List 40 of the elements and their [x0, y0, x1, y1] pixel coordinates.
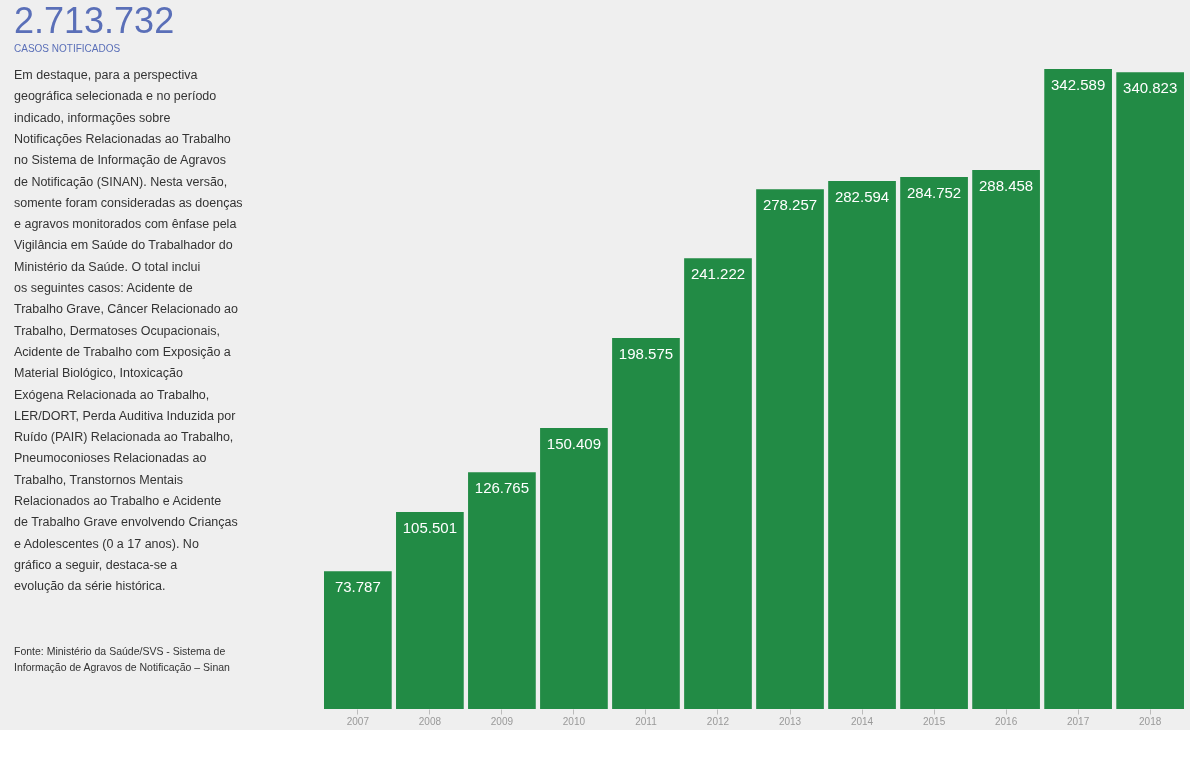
bar	[900, 177, 968, 709]
chart-title: 2.713.732	[14, 0, 175, 41]
bar	[684, 258, 752, 709]
bar	[612, 338, 680, 709]
x-tick-label: 2009	[490, 715, 514, 727]
bar	[1044, 69, 1112, 709]
bar	[1116, 72, 1184, 709]
bar	[468, 472, 536, 709]
data-label: 73.787	[334, 578, 381, 596]
x-tick-label: 2018	[1139, 715, 1162, 727]
x-tick-label: 2016	[994, 715, 1018, 727]
data-label: 278.257	[762, 196, 818, 214]
x-tick-label: 2015	[922, 715, 946, 727]
x-tick-label: 2013	[778, 715, 802, 727]
source-note: Fonte: Ministério da Saúde/SVS - Sistema de Informação de Agravos de Notificação – Sinan	[14, 645, 231, 673]
data-label: 284.752	[906, 184, 962, 202]
bar	[828, 181, 896, 709]
bar	[324, 571, 392, 709]
x-tick-label: 2012	[706, 715, 730, 727]
bar	[396, 511, 464, 709]
data-label: 126.765	[474, 479, 530, 497]
bar	[972, 170, 1040, 709]
x-tick-label: 2007	[346, 715, 370, 727]
data-label: 282.594	[834, 188, 890, 206]
data-label: 340.823	[1123, 79, 1178, 97]
data-label: 198.575	[618, 345, 674, 363]
x-tick-label: 2011	[635, 715, 658, 727]
x-tick-label: 2010	[562, 715, 586, 727]
text: Em destaque, para a perspectiva geográfica selecionada e no período indicado, informações sobre Notificações Relacionadas ao Trabalho no Sistema de Informação de Agravos de Notificação (SINAN). Nesta versão, somente foram consideradas as doenças e agravos monitorados com ênfase pela Vigilância em Saúde do Trabalhador do Ministério da Saúde. O total inclui os seguintes casos: Acidente de Trabalho Grave, Câncer Relacionado ao Trabalho, Dermatoses Ocupacionais, Acidente de Trabalho com Exposição a Material Biológico, Intoxicação Exógena Relacionada ao Trabalho, LER/DORT, Perda Auditiva Induzida por Ruído (PAIR) Relacionada ao Trabalho, Pneumoconioses Relacionadas ao Trabalho, Transtornos Mentais Relacionados ao Trabalho e Acidente de Trabalho Grave envolvendo Crianças e Adolescentes (0 a 17 anos). No gráfico a seguir, destaca-se a evolução da série histórica.	[14, 68, 243, 594]
x-tick-label: 2014	[850, 715, 874, 727]
bar	[540, 428, 608, 709]
bar	[756, 189, 824, 709]
data-label: 342.589	[1051, 76, 1106, 93]
x-tick-label: 2017	[1067, 715, 1090, 727]
x-tick-label: 2008	[418, 715, 442, 727]
data-label: 105.501	[402, 518, 457, 536]
data-label: 241.222	[690, 265, 746, 283]
data-label: 288.458	[978, 177, 1034, 195]
text: CASOS NOTIFICADOS	[14, 43, 121, 54]
data-label: 150.409	[546, 435, 602, 453]
